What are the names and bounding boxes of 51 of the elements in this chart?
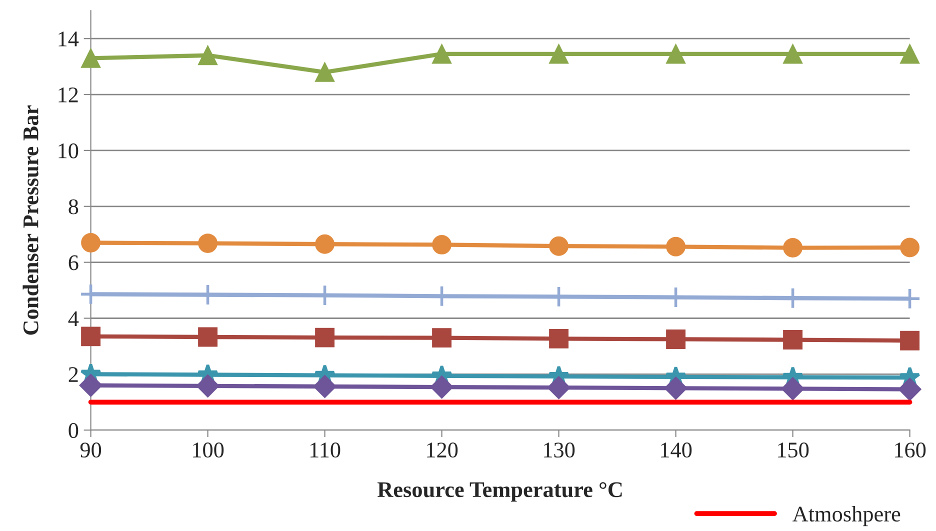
point <box>666 330 686 349</box>
point <box>900 330 920 350</box>
point <box>783 44 803 64</box>
point <box>79 374 102 397</box>
point <box>549 328 569 348</box>
point <box>549 44 569 64</box>
y-tick-label: 0 <box>68 423 78 438</box>
y-tick-label: 8 <box>68 199 78 214</box>
point <box>432 234 452 254</box>
point <box>81 48 101 68</box>
point <box>81 233 101 252</box>
point <box>549 236 569 256</box>
point <box>781 377 804 400</box>
point <box>198 234 218 254</box>
x-tick-label: 110 <box>310 442 340 458</box>
x-tick-label: 100 <box>193 442 224 458</box>
point <box>198 46 218 66</box>
y-tick-label: 12 <box>58 88 78 102</box>
point <box>196 374 220 398</box>
x-tick-label: 150 <box>778 442 809 458</box>
y-tick-label: 4 <box>68 311 79 326</box>
point <box>81 326 101 346</box>
y-axis-title: Condenser Pressure Bar <box>22 105 38 335</box>
point <box>666 44 686 64</box>
point <box>432 328 452 348</box>
x-tick-label: 130 <box>544 442 575 458</box>
y-tick-label: 14 <box>58 32 79 46</box>
x-tick-label: 90 <box>80 442 102 458</box>
point <box>783 238 803 258</box>
point <box>430 376 454 399</box>
x-axis-title: Resource Temperature °C <box>377 482 622 502</box>
y-tick-label: 6 <box>68 255 78 270</box>
point <box>900 44 920 64</box>
point <box>664 376 688 400</box>
point <box>198 327 218 347</box>
point <box>432 44 452 64</box>
point <box>315 328 335 348</box>
point <box>315 234 335 254</box>
y-tick-label: 10 <box>58 143 78 158</box>
y-tick-label: 2 <box>68 367 78 382</box>
point <box>898 378 922 401</box>
point <box>666 236 686 256</box>
point <box>783 330 803 350</box>
point <box>547 376 570 400</box>
point <box>313 374 336 398</box>
x-tick-label: 140 <box>661 442 692 458</box>
point <box>900 238 920 258</box>
x-tick-label: 160 <box>895 442 926 458</box>
point <box>315 62 335 82</box>
legend-label: Atmoshpere <box>792 506 900 526</box>
x-tick-label: 120 <box>427 442 458 458</box>
